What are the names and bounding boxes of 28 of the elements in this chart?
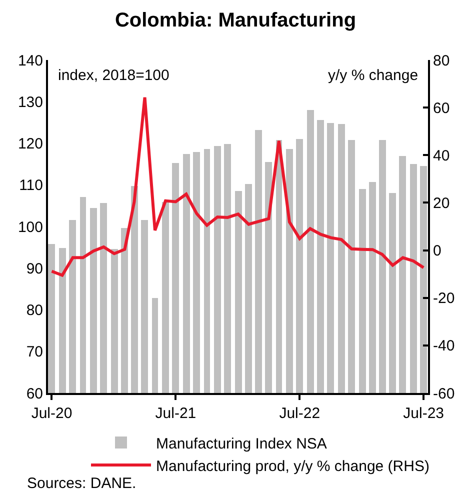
x-tick-label: Jul-21 — [155, 405, 196, 422]
y2-tick-label: -40 — [433, 338, 455, 355]
y2-tick-label: 0 — [433, 242, 442, 260]
y-tick-label: 100 — [18, 218, 43, 236]
y2-tick-label: 80 — [433, 52, 450, 70]
y-tick-label: 140 — [18, 52, 43, 70]
y2-tick-label: 40 — [433, 147, 450, 164]
annotation: index, 2018=100 — [58, 67, 170, 84]
y-tick-label: 80 — [26, 302, 43, 319]
y-tick-label: 70 — [26, 344, 43, 361]
chart-title: Colombia: Manufacturing — [114, 10, 356, 32]
y-tick-label: 110 — [19, 177, 43, 194]
y-tick-label: 120 — [18, 136, 43, 152]
source-note: Sources: DANE. — [27, 475, 136, 492]
y2-tick-label: -60 — [433, 385, 455, 402]
y-tick-label: 130 — [18, 94, 43, 111]
x-tick-label: Jul-23 — [403, 405, 444, 422]
y2-tick-label: 60 — [433, 100, 450, 117]
annotation: y/y % change — [328, 67, 418, 84]
y2-tick-label: 20 — [433, 194, 450, 212]
x-tick-label: Jul-22 — [279, 405, 320, 422]
legend-label: Manufacturing Index NSA — [156, 435, 327, 452]
legend-label: Manufacturing prod, y/y % change (RHS) — [156, 458, 430, 475]
y-tick-label: 90 — [26, 260, 43, 278]
y2-tick-label: -20 — [433, 290, 455, 308]
line-series — [50, 96, 426, 277]
y-tick-label: 60 — [26, 385, 43, 402]
x-tick-label: Jul-20 — [31, 405, 72, 422]
